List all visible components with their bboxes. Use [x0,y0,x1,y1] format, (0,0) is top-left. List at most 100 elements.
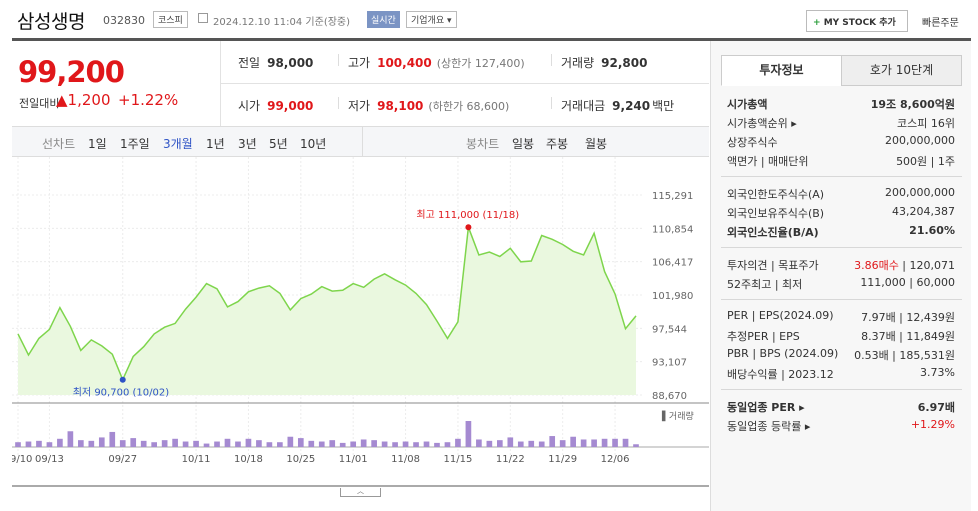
info-row: 시가총액순위 ▸ 코스피 16위 [727,115,955,132]
open-label: 시가 [238,99,261,113]
info-tabs: 투자정보 호가 10단계 [721,55,962,86]
trade-amount: 거래대금 9,240 백만 [561,97,674,114]
volume-bar [549,436,556,447]
realtime-button[interactable]: 실시간 [367,11,400,28]
quick-order-link[interactable]: 빠른주문 [922,18,959,29]
amount-value: 9,240 [612,99,651,113]
volume-bar [423,441,430,447]
period-1w[interactable]: 1주일 [120,137,150,151]
info-row-label: 52주최고 | 최저 [727,278,803,291]
volume-bar [622,438,629,447]
volume-bar [318,441,325,447]
volume-bar [15,442,21,447]
volume-bar [329,440,336,447]
x-tick-label: 09/10 [12,454,32,465]
info-row-label: 동일업종 PER ▸ [727,401,805,414]
info-row: 시가총액 19조 8,600억원 [727,96,955,113]
period-bar-divider [362,127,363,156]
current-price: 99,200 [18,55,125,89]
volume-bar [98,437,105,447]
volume-bar [580,439,587,447]
tab-investment-info[interactable]: 투자정보 [721,55,842,86]
x-tick-label: 11/01 [339,454,368,465]
y-tick-label: 97,544 [652,324,687,335]
info-row-label: 시가총액순위 ▸ [727,117,797,130]
info-row-label: 시가총액 [727,98,768,111]
volume-bar [266,442,273,447]
info-row-value: 7.97배 | 12,439원 [861,311,955,324]
x-tick-label: 09/13 [35,454,64,465]
y-tick-label: 93,107 [652,358,687,369]
info-row-label: 외국인소진율(B/A) [727,226,819,239]
info-row: PER | EPS(2024.09) 7.97배 | 12,439원 [727,309,955,326]
candle-daily[interactable]: 일봉 [512,137,535,151]
info-row-value: 111,000 | 60,000 [860,276,955,289]
up-arrow-icon: ▲ [56,91,68,109]
volume-bar [350,441,357,447]
mystock-add-label: MY STOCK 추가 [823,18,896,28]
info-row-value: 3.86매수 | 120,071 [854,259,955,272]
volume-bar [528,440,535,447]
info-row-value: 6.97배 [917,401,955,414]
cell-divider [338,97,339,109]
volume-bar [371,440,377,447]
cell-divider [338,54,339,66]
volume-bar [214,441,220,447]
volume-bar [67,431,74,447]
y-tick-label: 88,670 [652,391,687,402]
price-chart[interactable]: 115,291 110,854 106,417 101,980 97,544 93,107… [12,157,709,487]
volume-bar [287,436,294,447]
calendar-icon [198,13,208,23]
min-marker [119,376,126,383]
candle-weekly[interactable]: 주봉 [546,137,569,151]
amount-label: 거래대금 [561,99,606,113]
stock-header: 삼성생명 032830 코스피 2024.12.10 11:04 기준(장중) … [0,0,978,38]
info-divider [721,299,962,300]
x-tick-label: 09/27 [108,454,137,465]
stock-code: 032830 [103,14,145,27]
volume-bar [308,440,315,447]
period-3y[interactable]: 3년 [238,137,257,151]
chart-expand-handle[interactable]: ︿ [340,488,381,497]
low-price: 저가 98,100 (하한가 68,600) [348,97,509,114]
period-3m[interactable]: 3개월 [163,137,193,151]
change-label: 전일대비 [19,97,60,110]
upper-limit: (상한가 127,400) [436,57,525,70]
y-tick-label: 106,417 [652,258,693,269]
y-tick-label: 115,291 [652,191,693,202]
volume-bar [517,441,524,447]
volume-bar [633,444,639,447]
info-row-value: 200,000,000 [885,134,955,147]
volume-bar [591,439,597,447]
info-row-value-highlight: 3.86매수 [854,259,899,272]
info-row-label: 투자의견 | 목표주가 [727,259,819,272]
info-row-value: 0.53배 | 185,531원 [854,349,955,362]
period-1y[interactable]: 1년 [206,137,225,151]
volume-bar [339,442,346,447]
period-1d[interactable]: 1일 [88,137,107,151]
min-label: 최저 90,700 (10/02) [73,387,169,399]
info-row-label: 상장주식수 [727,136,778,149]
cell-divider [551,54,552,66]
info-row-label: PER | EPS(2024.09) [727,309,834,322]
candle-chart-label: 봉차트 [466,137,500,151]
info-row: 추정PER | EPS 8.37배 | 11,849원 [727,328,955,345]
volume-bar [109,431,116,447]
volume-bar [392,442,398,447]
volume-bar [444,442,451,447]
corp-info-dropdown[interactable]: 기업개요 ▾ [406,11,457,28]
tab-orderbook-10[interactable]: 호가 10단계 [841,55,962,86]
period-10y[interactable]: 10년 [300,137,327,151]
volume-bar [360,439,367,447]
x-tick-label: 10/25 [286,454,315,465]
x-tick-label: 10/11 [182,454,211,465]
candle-monthly[interactable]: 월봉 [585,137,608,151]
info-row: 동일업종 등락률 ▸ +1.29% [727,418,955,435]
period-5y[interactable]: 5년 [269,137,288,151]
info-row: 52주최고 | 최저 111,000 | 60,000 [727,276,955,293]
open-value: 99,000 [267,99,314,113]
info-row-value: 8.37배 | 11,849원 [861,330,955,343]
volume-bar [559,440,566,447]
mystock-add-button[interactable]: + MY STOCK 추가 [806,10,908,32]
